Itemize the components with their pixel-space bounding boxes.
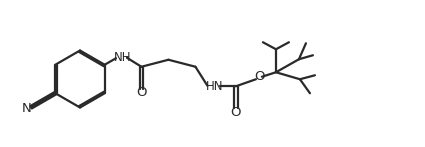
Text: HN: HN xyxy=(206,80,224,93)
Text: O: O xyxy=(255,70,265,83)
Text: NH: NH xyxy=(114,51,131,64)
Text: N: N xyxy=(22,102,31,115)
Text: O: O xyxy=(231,106,241,119)
Text: O: O xyxy=(136,86,147,100)
